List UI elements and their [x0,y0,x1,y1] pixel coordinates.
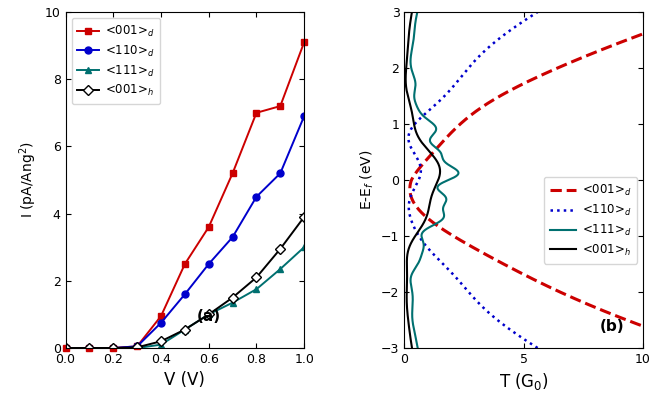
<001>$_d$ [651,20,656,24]
<001>$_h$ [407,19,415,24]
<110>$_d$ [534,346,542,350]
<110>$_d$ [408,191,416,196]
<001>$_d$ [651,346,656,350]
Line: <110>$_d$: <110>$_d$ [409,12,538,348]
<111>$_d$ [438,191,446,196]
Text: (b): (b) [600,319,625,334]
Line: <001>$_d$: <001>$_d$ [410,12,655,348]
<001>$_h$ [408,346,416,350]
X-axis label: V (V): V (V) [165,372,205,390]
<111>$_d$ [411,19,419,24]
<110>$_d$ [519,19,527,24]
<111>$_d$ [411,20,419,24]
<001>$_d$ [651,10,656,14]
<001>$_h$ [405,328,413,333]
Legend: <001>$_d$, <110>$_d$, <111>$_d$, <001>$_h$: <001>$_d$, <110>$_d$, <111>$_d$, <001>$_… [544,177,637,264]
Y-axis label: E-E$_f$ (eV): E-E$_f$ (eV) [358,150,375,210]
<111>$_d$ [413,10,421,14]
Text: (a): (a) [197,309,221,324]
<001>$_d$ [651,328,656,333]
Line: <001>$_h$: <001>$_h$ [405,12,440,348]
Legend: <001>$_d$, <110>$_d$, <111>$_d$, <001>$_h$: <001>$_d$, <110>$_d$, <111>$_d$, <001>$_… [72,18,160,104]
<001>$_h$ [402,81,410,86]
<111>$_d$ [411,81,419,86]
<110>$_d$ [534,10,542,14]
<001>$_d$ [406,182,414,187]
<110>$_d$ [413,182,420,187]
<110>$_d$ [508,328,516,333]
<111>$_d$ [436,182,443,187]
<110>$_d$ [452,81,460,86]
<001>$_h$ [428,191,436,196]
<110>$_d$ [518,20,526,24]
<001>$_d$ [651,19,656,24]
<111>$_d$ [414,346,422,350]
<001>$_d$ [520,81,528,86]
<111>$_d$ [411,328,419,333]
Y-axis label: I (pA/Ang$^2$): I (pA/Ang$^2$) [18,142,39,218]
X-axis label: T (G$_0$): T (G$_0$) [499,372,548,392]
<001>$_h$ [408,10,416,14]
Line: <111>$_d$: <111>$_d$ [411,12,459,348]
<001>$_h$ [432,182,440,187]
<001>$_h$ [407,20,415,24]
<001>$_d$ [406,191,414,196]
